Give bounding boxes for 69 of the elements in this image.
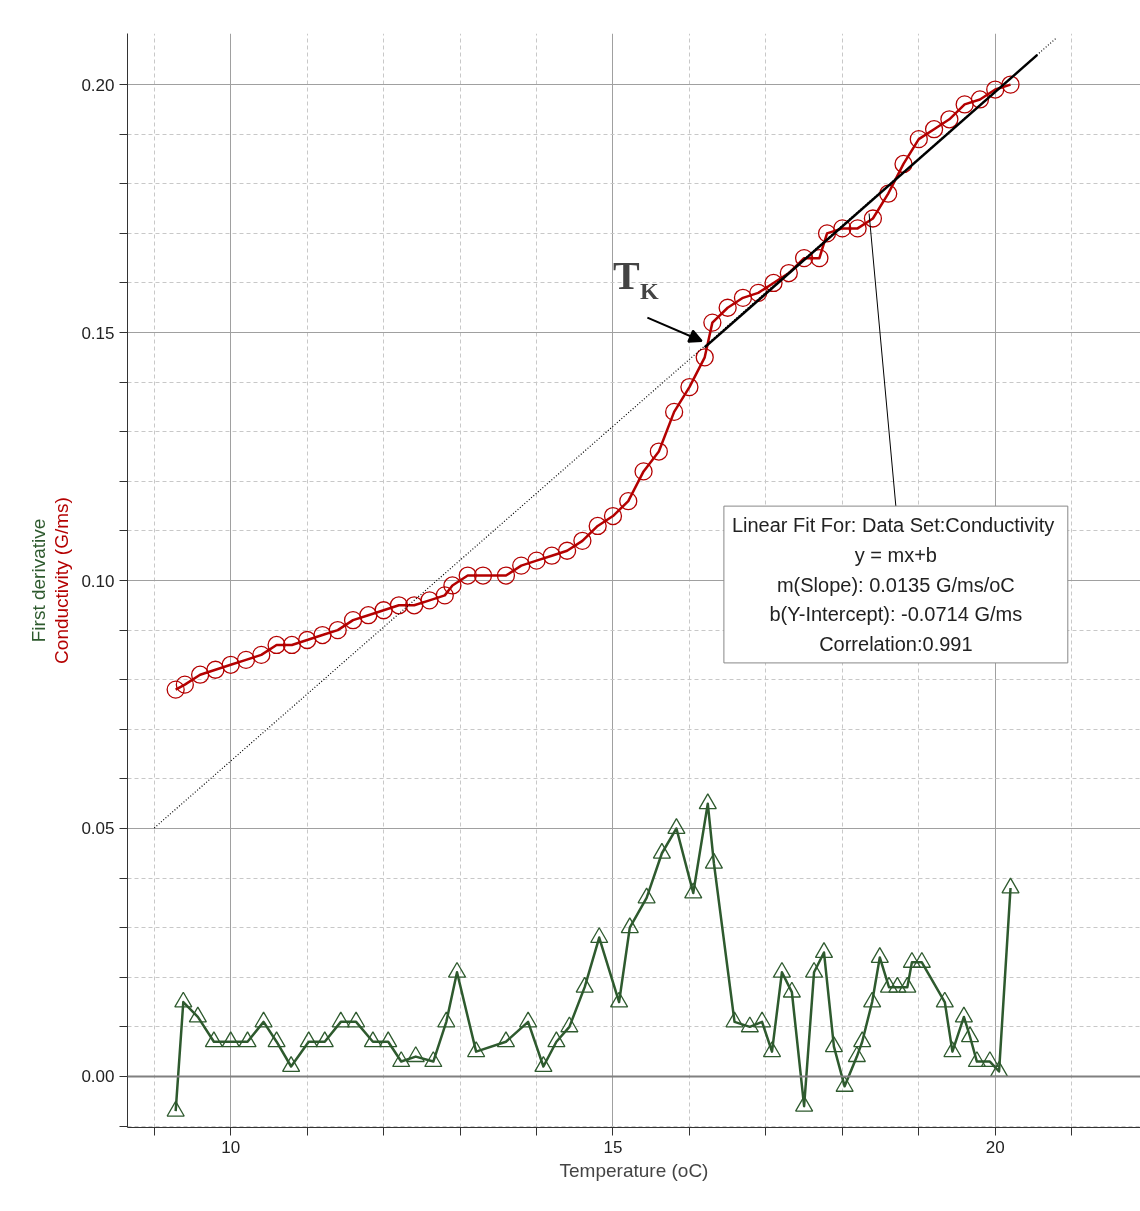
point (374, 601, 393, 620)
point (443, 576, 462, 595)
annotation: Linear Fit For: Data Set:Conductivity y = mx+b m(Slope): 0.0135 G/ms/oC b(Y-Intercept): -0.0714 G/ms Correlation:0.991 (731, 514, 1055, 655)
point (733, 288, 753, 307)
point (573, 531, 592, 550)
point (695, 348, 714, 367)
point (435, 586, 454, 605)
point (496, 566, 516, 585)
point (190, 665, 210, 684)
point (817, 224, 837, 243)
point (458, 566, 477, 585)
y-tick-label: 0.15 (81, 323, 115, 343)
point (313, 625, 332, 645)
point (718, 298, 737, 317)
point (833, 219, 852, 238)
point (649, 442, 668, 461)
point (863, 209, 883, 228)
x-tick-label: 20 (985, 1137, 1005, 1157)
point (749, 283, 768, 302)
point (894, 154, 913, 174)
point (764, 273, 783, 293)
point (970, 90, 990, 109)
point (236, 650, 256, 669)
y-tick-label: 0.05 (81, 819, 115, 839)
point (527, 551, 546, 570)
point (634, 462, 653, 481)
point (557, 541, 577, 560)
point (924, 120, 944, 139)
point (512, 556, 531, 575)
y-tick-label: 0.20 (81, 75, 115, 95)
point (359, 606, 378, 625)
point (542, 546, 561, 565)
point (175, 675, 194, 694)
point (252, 645, 271, 665)
point (420, 591, 439, 610)
point (298, 630, 317, 650)
point (879, 184, 898, 203)
point (282, 635, 302, 655)
y-tick-label: 0.00 (81, 1067, 115, 1087)
text: First derivative (27, 518, 49, 643)
point (1001, 75, 1020, 94)
point (909, 130, 928, 149)
point (473, 566, 493, 585)
text: Conductivity (G/ms) (51, 497, 73, 664)
point (986, 80, 1005, 99)
x-tick-label: 10 (221, 1137, 241, 1157)
point (955, 95, 974, 114)
point (794, 249, 814, 268)
point (588, 516, 607, 536)
point (619, 492, 638, 511)
point (664, 402, 684, 422)
point (940, 110, 959, 129)
point (405, 596, 424, 615)
point (389, 596, 409, 615)
point (343, 611, 363, 630)
x-axis-title: Temperature (oC) (559, 1159, 709, 1181)
point (848, 219, 867, 238)
point (680, 377, 699, 397)
point (206, 660, 225, 679)
point (221, 655, 240, 674)
x-tick-label: 15 (603, 1137, 623, 1157)
point (810, 249, 829, 268)
point (328, 620, 347, 640)
point (779, 263, 798, 283)
y-tick-label: 0.10 (81, 571, 115, 591)
point (603, 506, 623, 526)
point (166, 680, 185, 699)
point (267, 635, 286, 655)
point (703, 313, 722, 332)
